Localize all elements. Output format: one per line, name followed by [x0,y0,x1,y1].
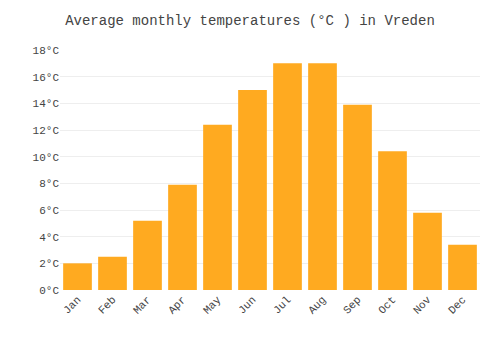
svg-text:Mar: Mar [131,294,153,316]
svg-text:Dec: Dec [446,294,468,316]
svg-text:16°C: 16°C [33,72,60,84]
svg-text:6°C: 6°C [39,205,59,217]
svg-text:Nov: Nov [411,294,434,317]
svg-text:Jan: Jan [61,294,83,316]
svg-text:8°C: 8°C [39,178,59,190]
svg-text:Oct: Oct [376,294,398,316]
svg-text:0°C: 0°C [39,285,59,297]
svg-text:Apr: Apr [166,294,188,316]
svg-text:Jul: Jul [271,294,293,316]
svg-text:Jun: Jun [236,294,258,316]
svg-text:Sep: Sep [341,294,363,316]
svg-text:2°C: 2°C [39,258,59,270]
svg-text:Feb: Feb [96,294,118,316]
svg-text:Average monthly temperatures (: Average monthly temperatures (°C ) in Vr… [65,13,435,29]
svg-text:4°C: 4°C [39,232,59,244]
svg-text:May: May [201,294,224,317]
svg-text:10°C: 10°C [33,152,60,164]
svg-text:Aug: Aug [306,294,328,316]
svg-text:12°C: 12°C [33,125,60,137]
svg-text:18°C: 18°C [33,45,60,57]
svg-text:14°C: 14°C [33,98,60,110]
